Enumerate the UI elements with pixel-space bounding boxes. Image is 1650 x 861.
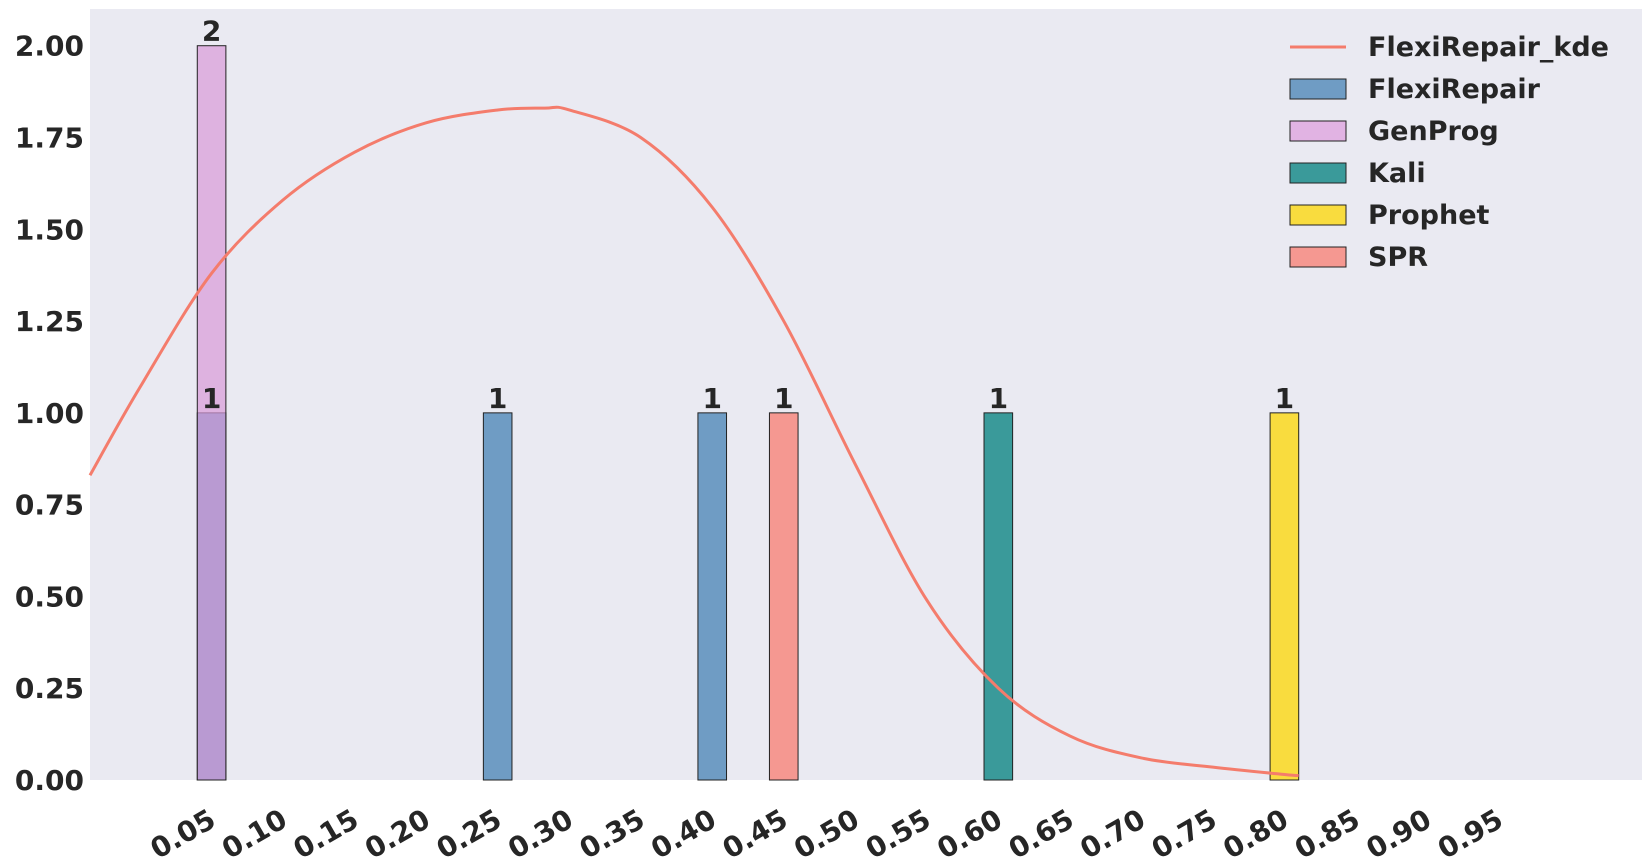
legend-label: FlexiRepair_kde [1368,32,1609,63]
x-tick-label: 0.65 [1003,802,1079,861]
legend-swatch-kali [1289,162,1347,184]
bar-flexirepair [697,412,728,781]
x-tick-label: 0.40 [645,802,721,861]
x-tick-label: 0.95 [1432,802,1508,861]
x-tick-label: 0.30 [502,802,578,861]
bar-spr [768,412,799,781]
legend-label: Kali [1368,158,1426,189]
x-tick-label: 0.90 [1361,802,1437,861]
y-tick-label: 1.50 [15,213,84,246]
kde-line [88,105,1299,778]
legend-swatch-spr [1289,246,1347,268]
y-tick-label: 0.25 [15,672,84,705]
bar-value-label: 1 [488,382,507,415]
x-tick-label: 0.85 [1289,802,1365,861]
y-tick-label: 1.75 [15,122,84,155]
x-tick-label: 0.75 [1146,802,1222,861]
bar-genprog [196,45,227,781]
kde-group [88,105,1299,778]
legend: FlexiRepair_kde FlexiRepair GenProg Kali Pro… [1289,32,1609,273]
x-tick-label: 0.15 [288,802,364,861]
bars-group [196,45,1300,781]
bar-value-label: 1 [774,382,793,415]
x-tick-label: 0.70 [1075,802,1151,861]
legend-swatch-flexirepair [1289,78,1347,100]
legend-label: FlexiRepair [1368,74,1541,105]
bar-kali [983,412,1014,781]
legend-swatch-genprog [1289,120,1347,142]
plot-area [90,9,1642,780]
x-tick-label: 0.45 [717,802,793,861]
x-tick-label: 0.35 [574,802,650,861]
bar-value-label: 1 [1275,382,1294,415]
x-tick-label: 0.20 [359,802,435,861]
x-tick-label: 0.25 [431,802,507,861]
legend-label: GenProg [1368,116,1499,147]
y-tick-label: 1.00 [15,397,84,430]
bar-prophet [1269,412,1300,781]
bar-value-label: 1 [989,382,1008,415]
x-tick-label: 0.10 [216,802,292,861]
bar-value-label: 1 [702,382,721,415]
y-tick-label: 1.25 [15,305,84,338]
bar-value-label: 1 [202,382,221,415]
legend-label: Prophet [1368,200,1490,231]
bar-value-label: 2 [202,15,221,48]
x-axis-tick-labels: 0.050.100.150.200.250.300.350.400.450.50… [145,802,1509,861]
legend-label: SPR [1368,242,1428,273]
x-tick-label: 0.80 [1218,802,1294,861]
y-tick-label: 2.00 [15,30,84,63]
bar-flexirepair [482,412,513,781]
x-tick-label: 0.60 [931,802,1007,861]
legend-swatch-prophet [1289,204,1347,226]
x-tick-label: 0.55 [860,802,936,861]
y-tick-label: 0.00 [15,764,84,797]
bar-value-labels: 1 1 1 2 1 1 1 [202,15,1294,415]
x-tick-label: 0.50 [788,802,864,861]
y-tick-label: 0.75 [15,489,84,522]
y-tick-label: 0.50 [15,580,84,613]
x-tick-label: 0.05 [145,802,221,861]
y-axis-tick-labels: 0.00 0.25 0.50 0.75 1.00 1.25 1.50 1.75 2.00 [15,30,84,797]
